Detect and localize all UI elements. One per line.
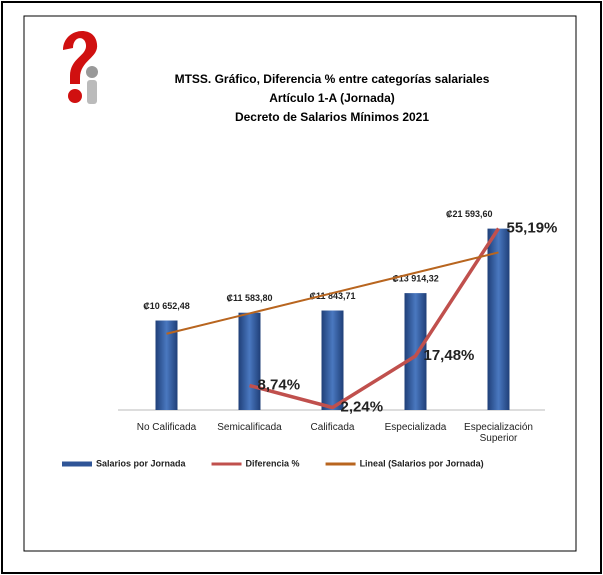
x-tick-label: Especializada [384,422,447,433]
chart-title: Artículo 1-A (Jornada) [269,91,395,105]
legend-swatch [325,462,356,466]
value-label: ₡11 583,80 [226,293,272,303]
trend-line [166,251,499,335]
legend-swatch [62,461,92,467]
bar [404,293,427,410]
value-label: ₡21 593,60 [446,209,493,219]
question-icon [63,31,98,104]
value-label: ₡11 843,71 [309,291,355,301]
bar [238,312,261,410]
bar [487,228,510,410]
chart-title: Decreto de Salarios Mínimos 2021 [235,110,429,124]
bar [321,310,344,410]
line [249,227,500,410]
legend-label: Lineal (Salarios por Jornada) [360,458,484,468]
x-tick-label: Calificada [310,422,355,433]
inner-frame [23,15,577,552]
x-tick-label: No Calificada [136,422,197,433]
value-label: 8,74% [258,376,301,393]
value-label: 2,24% [341,398,384,415]
x-tick-label: Semicalificada [217,422,282,433]
legend-label: Salarios por Jornada [96,458,187,468]
value-label: 55,19% [507,219,558,236]
chart-title: MTSS. Gráfico, Diferencia % entre catego… [175,72,490,86]
value-label: ₡10 652,48 [143,301,190,311]
legend-label: Diferencia % [246,458,300,468]
bar [155,320,178,410]
value-label: 17,48% [424,347,475,364]
x-tick-label: Especialización Superior [464,422,533,444]
legend-swatch [211,462,242,466]
value-label: ₡13 914,32 [392,273,439,283]
